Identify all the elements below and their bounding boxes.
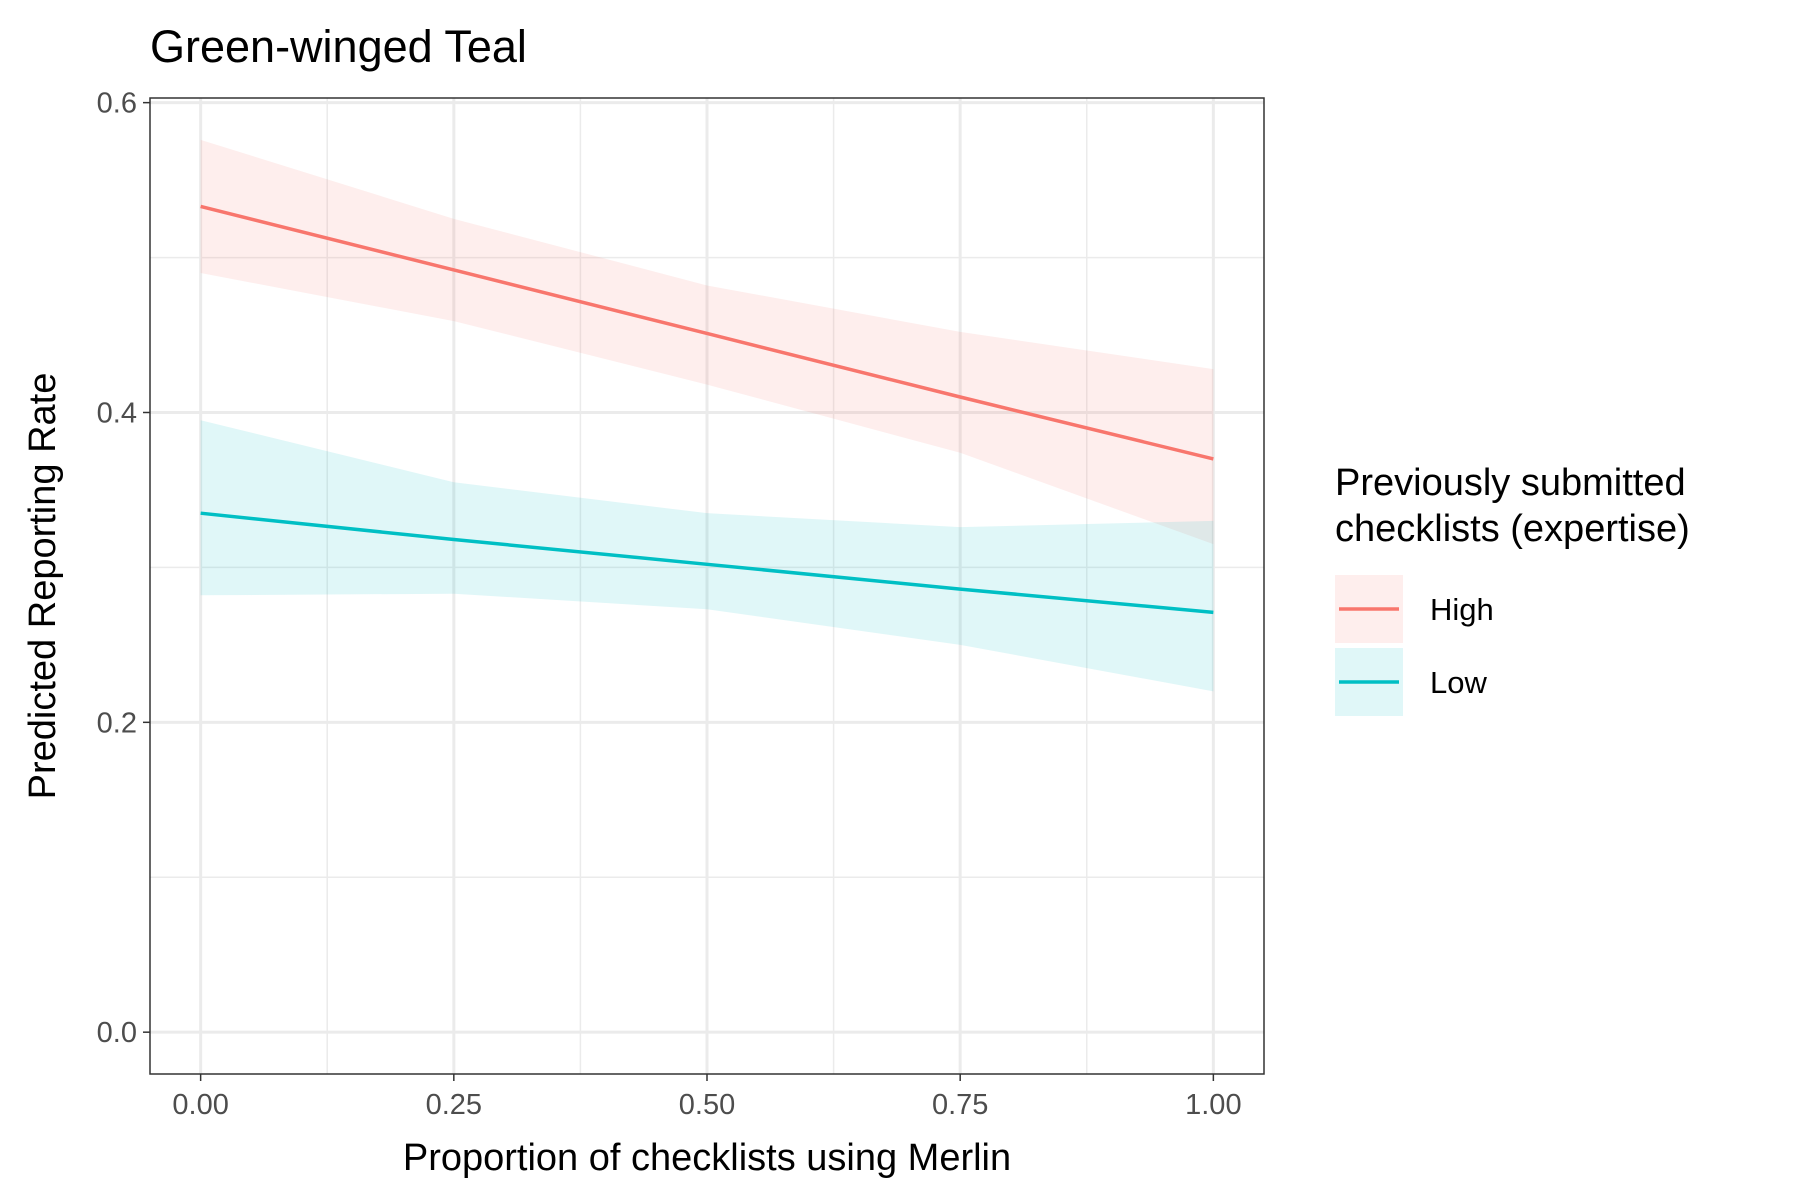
legend: Previously submitted checklists (expertis… <box>1335 462 1690 716</box>
ci-ribbon-high <box>200 139 1214 545</box>
x-tick-label: 0.75 <box>932 1089 988 1121</box>
ci-ribbon-low <box>200 420 1214 692</box>
x-tick-label: 0.00 <box>172 1089 228 1121</box>
series-line-low <box>200 511 1214 615</box>
legend-title-line: Previously submitted <box>1335 462 1686 504</box>
x-axis-title: Proportion of checklists using Merlin <box>403 1137 1011 1179</box>
chart-title: Green-winged Teal <box>150 21 527 72</box>
y-tick-label: 0.6 <box>97 88 137 120</box>
y-tick-label: 0.4 <box>97 397 137 429</box>
series-line-high <box>200 204 1214 461</box>
legend-title-line: checklists (expertise) <box>1335 508 1690 550</box>
legend-label-low: Low <box>1430 665 1487 700</box>
y-tick-label: 0.2 <box>97 707 137 739</box>
legend-title: Previously submitted checklists (expertis… <box>1335 462 1690 550</box>
plot-panel <box>149 97 1265 1075</box>
y-tick-label: 0.0 <box>97 1017 137 1049</box>
x-axis: 0.00 0.25 0.50 0.75 1.00 <box>172 1074 1242 1121</box>
legend-label-high: High <box>1430 592 1494 627</box>
y-axis: 0.0 0.2 0.4 0.6 <box>97 88 150 1049</box>
y-axis-title: Predicted Reporting Rate <box>22 373 64 800</box>
x-tick-label: 0.25 <box>426 1089 482 1121</box>
x-tick-label: 1.00 <box>1185 1089 1241 1121</box>
x-tick-label: 0.50 <box>679 1089 735 1121</box>
